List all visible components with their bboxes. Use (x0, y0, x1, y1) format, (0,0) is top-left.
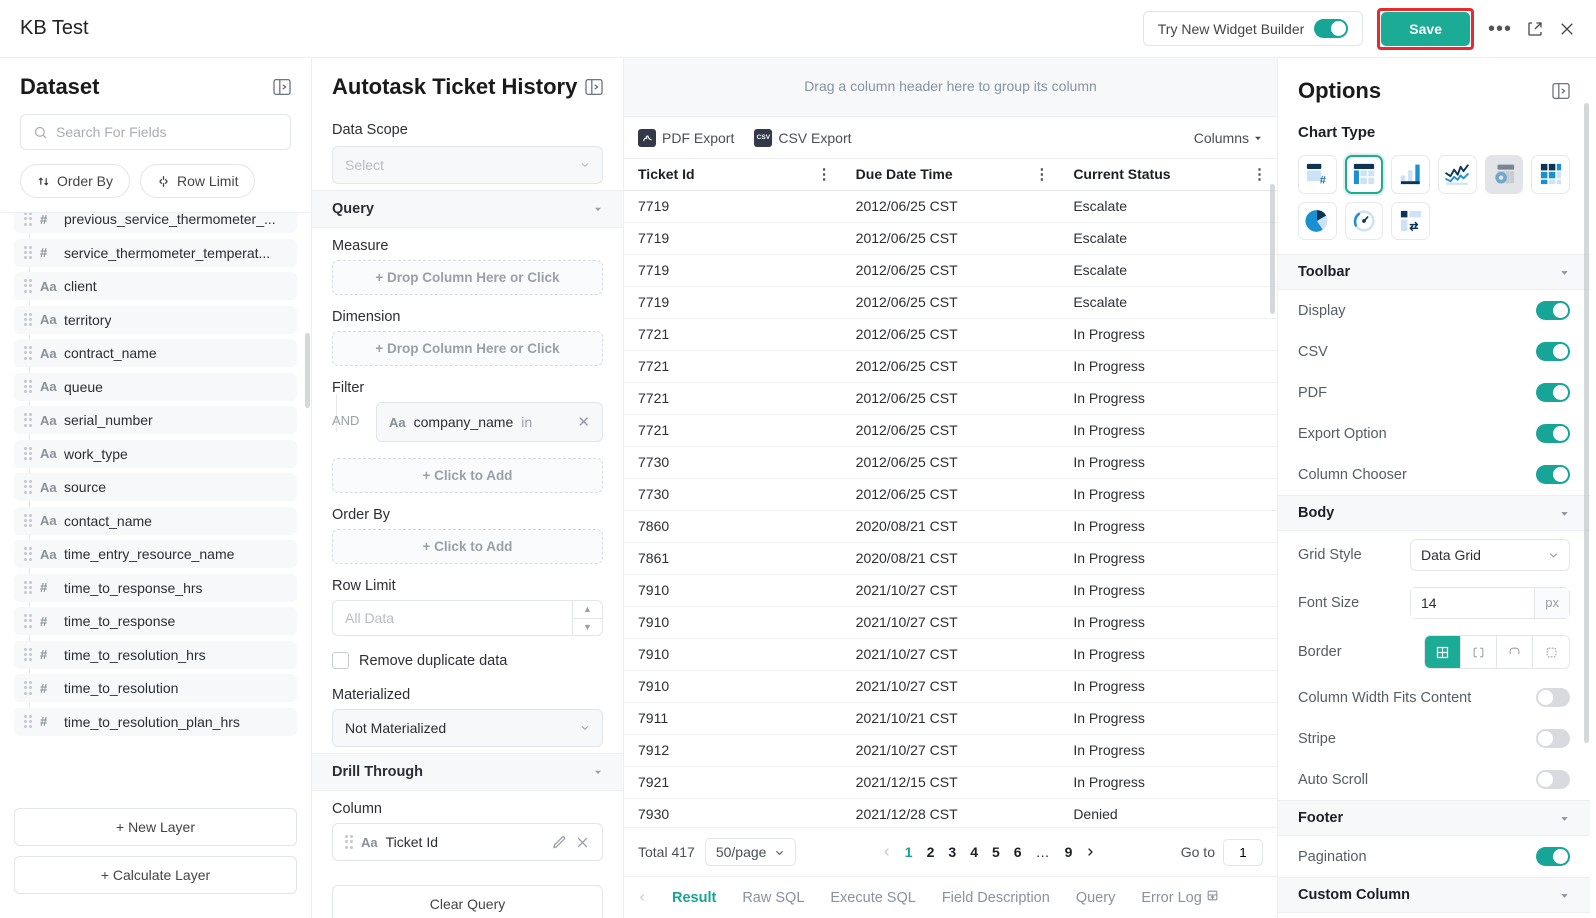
svg-text:#: # (1320, 175, 1326, 187)
